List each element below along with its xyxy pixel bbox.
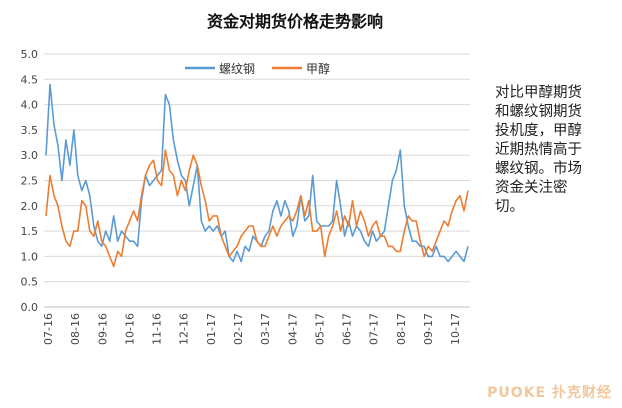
x-tick-label: 08-16 — [69, 313, 82, 345]
x-tick-label: 01-17 — [205, 313, 218, 345]
x-tick-label: 02-17 — [232, 313, 245, 345]
y-tick-label: 2.0 — [21, 200, 39, 213]
y-tick-label: 3.0 — [21, 149, 39, 162]
x-tick-label: 07-16 — [42, 313, 55, 345]
y-tick-label: 1.5 — [21, 225, 39, 238]
series-line-methanol — [45, 149, 469, 268]
y-tick-label: 5.0 — [21, 48, 39, 61]
x-tick-label: 11-16 — [151, 313, 164, 345]
legend-label: 螺纹钢 — [219, 62, 255, 76]
series-lines — [45, 83, 469, 268]
y-tick-label: 0.0 — [21, 301, 39, 314]
chart-title: 资金对期货价格走势影响 — [206, 12, 383, 31]
x-tick-label: 03-17 — [259, 313, 272, 345]
x-tick-label: 06-17 — [341, 313, 354, 345]
x-tick-label: 10-17 — [449, 313, 462, 345]
gridlines — [44, 53, 470, 308]
watermark-logo: PUOKE 扑克财经 — [487, 385, 612, 401]
legend-label: 甲醇 — [306, 61, 330, 76]
series-line-rebar — [45, 83, 469, 263]
x-tick-label: 07-17 — [368, 313, 381, 345]
x-tick-label: 09-16 — [96, 313, 109, 345]
y-tick-label: 3.5 — [21, 124, 39, 137]
x-tick-label: 12-16 — [178, 313, 191, 345]
legend: 螺纹钢 甲醇 — [185, 61, 330, 76]
axes: 0.0 0.5 1.0 1.5 2.0 2.5 3.0 3.5 4.0 4.5 5.0 07-16 08… — [21, 48, 470, 345]
y-tick-label: 4.5 — [21, 73, 39, 86]
x-tick-label: 10-16 — [123, 313, 136, 345]
y-tick-label: 4.0 — [21, 99, 39, 112]
x-tick-label: 08-17 — [395, 313, 408, 345]
annotation-text: 对比甲醇期货和螺纹钢期货投机度，甲醇近期热情高于螺纹钢。市场资金关注密切。 — [495, 85, 582, 215]
y-tick-label: 2.5 — [21, 175, 39, 188]
y-tick-label: 0.5 — [21, 276, 39, 289]
x-tick-label: 05-17 — [313, 313, 326, 345]
x-tick-label: 04-17 — [286, 313, 299, 345]
y-tick-label: 1.0 — [21, 250, 39, 263]
x-tick-label: 09-17 — [422, 313, 435, 345]
